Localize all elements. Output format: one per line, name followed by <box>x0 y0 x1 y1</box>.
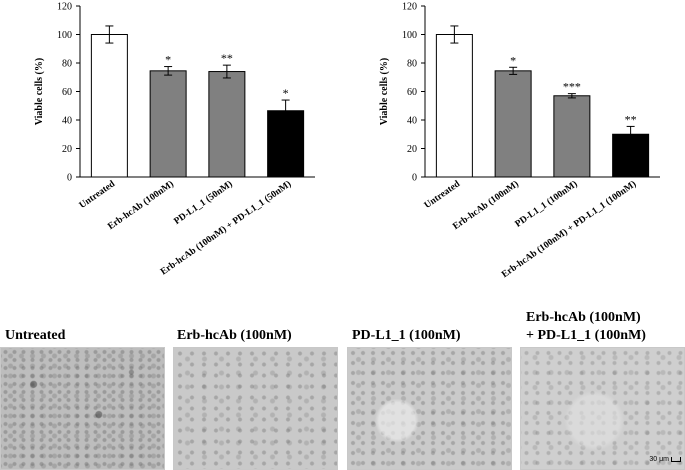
micrograph-label-combo-line2: + PD-L1_1 (100nM) <box>526 328 646 343</box>
y-tick-label: 80 <box>407 59 417 70</box>
micrograph-combination: 30 μm <box>520 347 685 470</box>
y-tick-label: 60 <box>62 87 72 98</box>
y-axis-label: Viable cells (%) <box>34 58 45 125</box>
y-tick-label: 0 <box>67 173 72 184</box>
bar <box>208 71 246 178</box>
y-tick-label: 80 <box>62 59 72 70</box>
category-label: PD-L1_1 (100nM) <box>513 178 580 229</box>
y-axis-label: Viable cells (%) <box>379 58 390 125</box>
significance-marker: ** <box>221 51 233 65</box>
bar-chart-100nm: 0 20 40 60 80 100 120 Viable cells (%) Untreated… <box>345 0 685 300</box>
y-tick-label: 100 <box>57 30 72 41</box>
bar <box>149 70 187 178</box>
scale-bar-label: 30 μm <box>649 456 669 463</box>
significance-marker: * <box>283 86 289 100</box>
significance-marker: ** <box>625 112 637 126</box>
scale-bar: 30 μm <box>649 456 681 463</box>
micrograph-label-pd-l1: PD-L1_1 (100nM) <box>352 328 461 343</box>
scale-bar-mark <box>671 456 681 462</box>
y-tick-label: 20 <box>62 144 72 155</box>
chart-svg: 0 20 40 60 80 100 120 Viable cells (%) Untreated… <box>379 2 660 280</box>
micrograph-erb-hcab <box>173 347 338 470</box>
bar-chart-50nm: 0 20 40 60 80 100 120 Viable cells (%) Untreated… <box>0 0 340 300</box>
y-tick-label: 40 <box>62 116 72 127</box>
micrograph-label-combo-line1: Erb-hcAb (100nM) <box>526 310 641 325</box>
y-tick-label: 100 <box>402 30 417 41</box>
significance-marker: *** <box>563 80 581 94</box>
micrograph-label-erb-hcab: Erb-hcAb (100nM) <box>177 328 292 343</box>
y-tick-label: 0 <box>412 173 417 184</box>
significance-marker: * <box>510 53 516 67</box>
bar <box>494 70 532 178</box>
category-label: Untreated <box>423 179 463 211</box>
micrograph-untreated <box>0 347 165 470</box>
y-tick-label: 20 <box>407 144 417 155</box>
significance-marker: * <box>165 53 171 67</box>
y-tick-label: 120 <box>57 2 72 13</box>
category-label: PD-L1_1 (50nM) <box>172 178 235 227</box>
y-tick-label: 120 <box>402 2 417 13</box>
micrograph-label-untreated: Untreated <box>5 328 66 343</box>
y-tick-label: 40 <box>407 116 417 127</box>
bar <box>435 34 473 178</box>
bar <box>553 95 591 178</box>
y-tick-label: 60 <box>407 87 417 98</box>
micrograph-pd-l1 <box>347 347 512 470</box>
bar <box>90 34 128 178</box>
chart-svg: 0 20 40 60 80 100 120 Viable cells (%) Untreated… <box>34 2 315 277</box>
category-label: Untreated <box>78 179 118 211</box>
